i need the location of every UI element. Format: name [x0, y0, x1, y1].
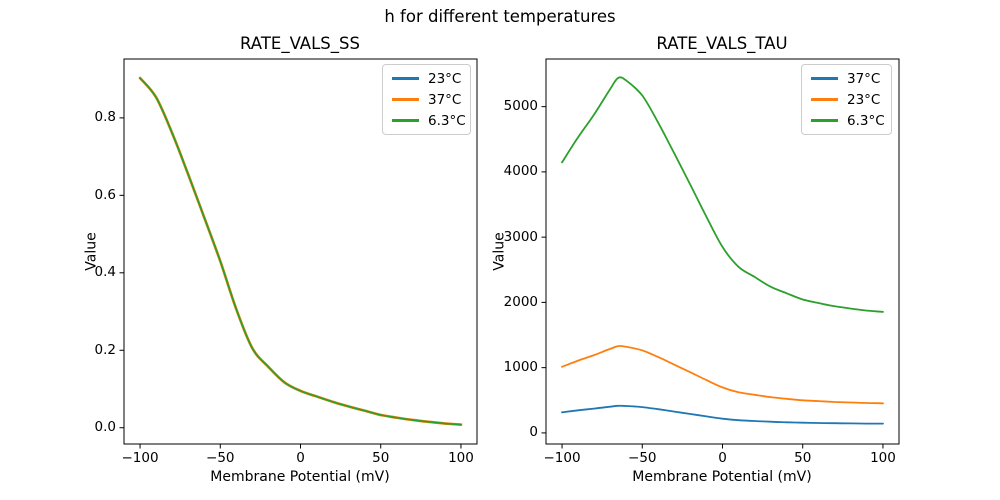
- axes-spines-tau: [545, 58, 900, 445]
- curve-ss-23c: [139, 77, 462, 426]
- curve-ss-37c: [138, 76, 463, 426]
- curve-tau-37c: [561, 404, 884, 425]
- curve-ss-6.3c: [139, 77, 462, 426]
- curve-tau-6.3c: [561, 76, 884, 313]
- curve-tau-23c: [561, 345, 884, 405]
- axes-spines-ss: [123, 58, 478, 445]
